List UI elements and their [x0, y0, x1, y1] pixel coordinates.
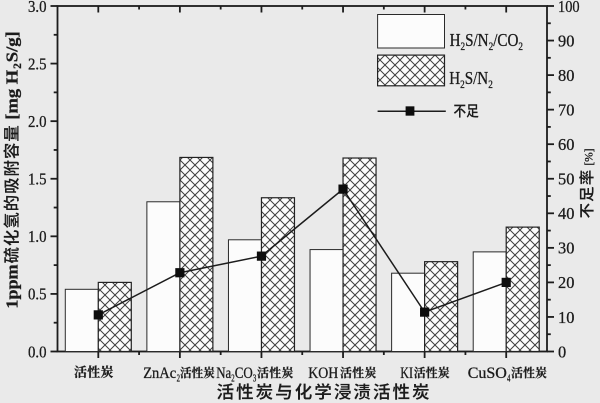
svg-text:90: 90 [558, 31, 574, 50]
svg-text:50: 50 [558, 170, 574, 189]
svg-text:KOH: KOH [308, 364, 338, 382]
svg-text:30: 30 [558, 239, 574, 258]
svg-text:ZnAc: ZnAc [143, 364, 176, 382]
svg-text:2.0: 2.0 [28, 112, 47, 131]
svg-text:2: 2 [518, 39, 523, 53]
svg-text:20: 20 [558, 273, 574, 292]
svg-text:2.5: 2.5 [28, 54, 47, 73]
svg-text:60: 60 [558, 135, 574, 154]
svg-text:100: 100 [558, 0, 580, 16]
svg-text:3.0: 3.0 [28, 0, 47, 16]
svg-text:CO: CO [235, 364, 253, 382]
svg-text:S/N: S/N [465, 68, 489, 88]
svg-text:1ppm: 1ppm [3, 264, 22, 308]
svg-text:2: 2 [488, 77, 493, 91]
svg-text:40: 40 [558, 204, 574, 223]
svg-text:3: 3 [253, 374, 256, 385]
svg-text:KI: KI [400, 364, 413, 382]
svg-text:2: 2 [460, 77, 465, 91]
svg-text:0.0: 0.0 [28, 342, 47, 361]
svg-text:4: 4 [507, 374, 510, 385]
svg-text:S/N: S/N [465, 30, 489, 50]
svg-text:2: 2 [461, 39, 466, 53]
svg-text:70: 70 [558, 100, 574, 119]
svg-text:2: 2 [12, 63, 24, 69]
svg-text:[mg H: [mg H [3, 70, 22, 125]
svg-text:80: 80 [558, 66, 574, 85]
svg-text:2: 2 [489, 39, 494, 53]
svg-text:/CO: /CO [493, 30, 518, 50]
svg-text:1.5: 1.5 [28, 170, 47, 189]
svg-text:2: 2 [231, 374, 234, 385]
svg-text:1.0: 1.0 [28, 227, 47, 246]
svg-text:H: H [449, 68, 460, 88]
svg-text:2: 2 [177, 374, 180, 385]
svg-text:0: 0 [558, 342, 566, 361]
svg-text:[%]: [%] [583, 148, 595, 165]
svg-text:S/g]: S/g] [3, 31, 22, 62]
svg-text:H: H [450, 30, 461, 50]
svg-text:Na: Na [216, 364, 231, 382]
svg-text:0.5: 0.5 [28, 285, 47, 304]
svg-text:CuSO: CuSO [468, 364, 507, 382]
svg-text:10: 10 [558, 308, 574, 327]
